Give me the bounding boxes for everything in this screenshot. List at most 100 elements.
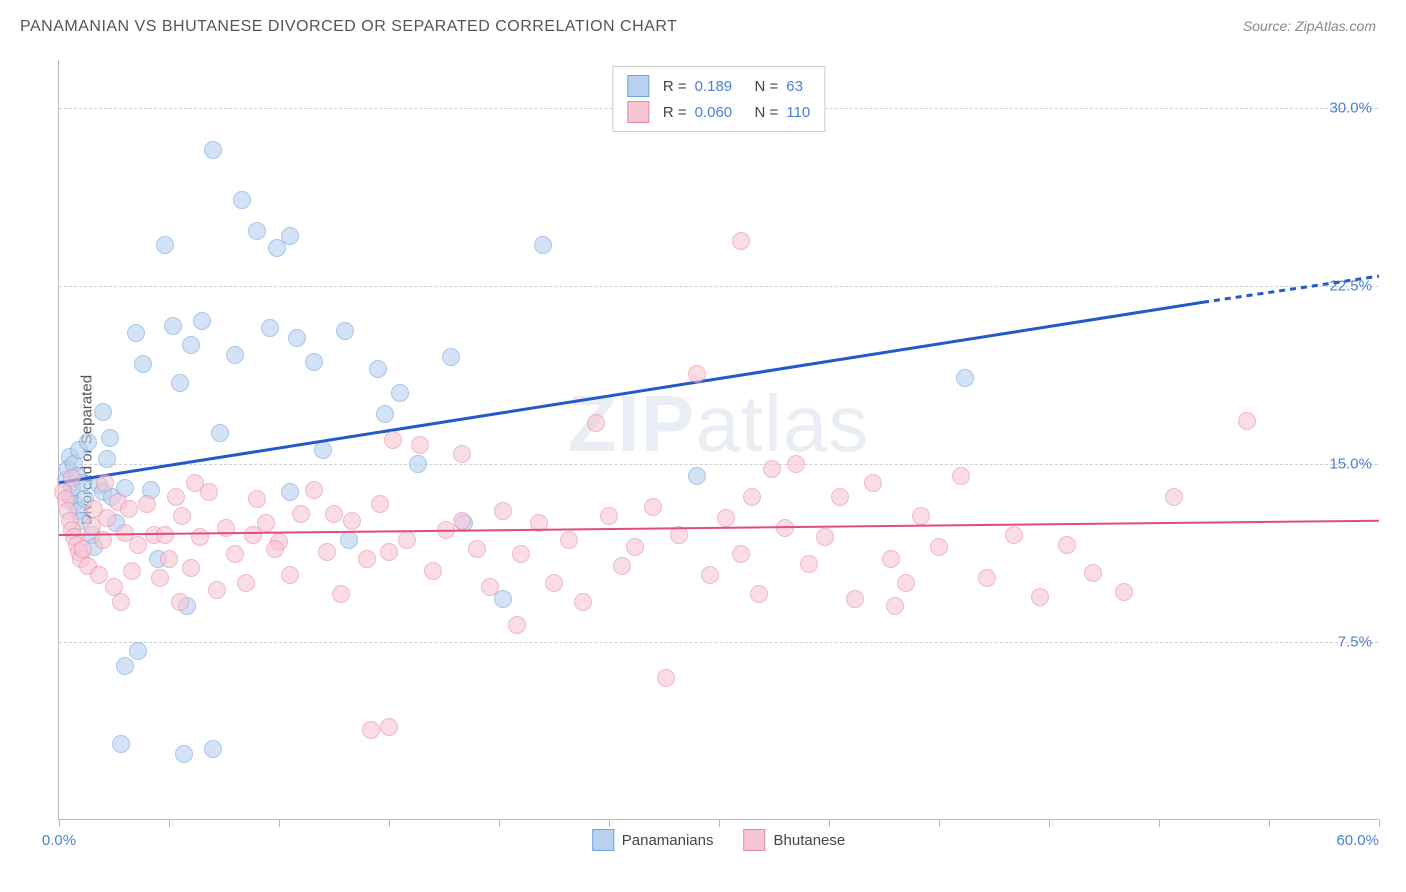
data-point: [314, 441, 332, 459]
gridline: [59, 464, 1378, 465]
data-point: [217, 519, 235, 537]
data-point: [732, 232, 750, 250]
x-tick-label: 0.0%: [42, 832, 76, 849]
data-point: [94, 403, 112, 421]
data-point: [776, 519, 794, 537]
data-point: [1005, 526, 1023, 544]
data-point: [167, 488, 185, 506]
legend-swatch: [744, 829, 766, 851]
data-point: [266, 540, 284, 558]
data-point: [453, 512, 471, 530]
data-point: [1058, 536, 1076, 554]
x-tick: [499, 819, 500, 827]
data-point: [305, 481, 323, 499]
data-point: [1084, 564, 1102, 582]
data-point: [74, 540, 92, 558]
x-tick: [719, 819, 720, 827]
data-point: [98, 450, 116, 468]
stat-r-value: 0.189: [695, 78, 733, 95]
legend-swatch: [627, 75, 649, 97]
data-point: [362, 721, 380, 739]
y-tick-label: 22.5%: [1329, 277, 1372, 294]
data-point: [882, 550, 900, 568]
x-tick: [389, 819, 390, 827]
stat-n-value: 63: [786, 78, 803, 95]
chart-container: Divorced or Separated ZIPatlas 7.5%15.0%…: [20, 50, 1386, 850]
data-point: [398, 531, 416, 549]
data-point: [1238, 412, 1256, 430]
data-point: [688, 467, 706, 485]
data-point: [281, 227, 299, 245]
data-point: [244, 526, 262, 544]
y-tick-label: 30.0%: [1329, 99, 1372, 116]
data-point: [248, 222, 266, 240]
data-point: [336, 322, 354, 340]
data-point: [226, 346, 244, 364]
data-point: [129, 642, 147, 660]
data-point: [512, 545, 530, 563]
data-point: [831, 488, 849, 506]
stat-n-label: N =: [746, 78, 778, 95]
data-point: [211, 424, 229, 442]
data-point: [281, 566, 299, 584]
data-point: [657, 669, 675, 687]
data-point: [574, 593, 592, 611]
data-point: [732, 545, 750, 563]
data-point: [123, 562, 141, 580]
data-point: [750, 585, 768, 603]
data-point: [369, 360, 387, 378]
data-point: [763, 460, 781, 478]
data-point: [127, 324, 145, 342]
data-point: [237, 574, 255, 592]
data-point: [743, 488, 761, 506]
x-tick: [829, 819, 830, 827]
data-point: [626, 538, 644, 556]
data-point: [897, 574, 915, 592]
data-point: [468, 540, 486, 558]
data-point: [701, 566, 719, 584]
data-point: [182, 559, 200, 577]
data-point: [281, 483, 299, 501]
data-point: [717, 509, 735, 527]
data-point: [787, 455, 805, 473]
legend: PanamaniansBhutanese: [592, 829, 845, 851]
data-point: [138, 495, 156, 513]
data-point: [226, 545, 244, 563]
legend-item: Bhutanese: [744, 829, 846, 851]
data-point: [380, 718, 398, 736]
data-point: [409, 455, 427, 473]
stat-row: R =0.189 N =63: [627, 73, 810, 99]
data-point: [204, 740, 222, 758]
data-point: [670, 526, 688, 544]
data-point: [332, 585, 350, 603]
data-point: [325, 505, 343, 523]
data-point: [101, 429, 119, 447]
data-point: [376, 405, 394, 423]
data-point: [233, 191, 251, 209]
data-point: [424, 562, 442, 580]
stat-r-value: 0.060: [695, 104, 733, 121]
data-point: [191, 528, 209, 546]
trend-line: [59, 60, 1379, 820]
data-point: [380, 543, 398, 561]
data-point: [134, 355, 152, 373]
data-point: [800, 555, 818, 573]
data-point: [442, 348, 460, 366]
data-point: [534, 236, 552, 254]
data-point: [164, 317, 182, 335]
data-point: [171, 593, 189, 611]
data-point: [481, 578, 499, 596]
x-tick: [1379, 819, 1380, 827]
stat-n-value: 110: [786, 104, 810, 121]
x-tick: [939, 819, 940, 827]
data-point: [156, 526, 174, 544]
data-point: [182, 336, 200, 354]
data-point: [530, 514, 548, 532]
data-point: [112, 735, 130, 753]
x-tick: [1269, 819, 1270, 827]
data-point: [384, 431, 402, 449]
data-point: [96, 474, 114, 492]
data-point: [261, 319, 279, 337]
trend-line: [59, 60, 1379, 820]
data-point: [613, 557, 631, 575]
